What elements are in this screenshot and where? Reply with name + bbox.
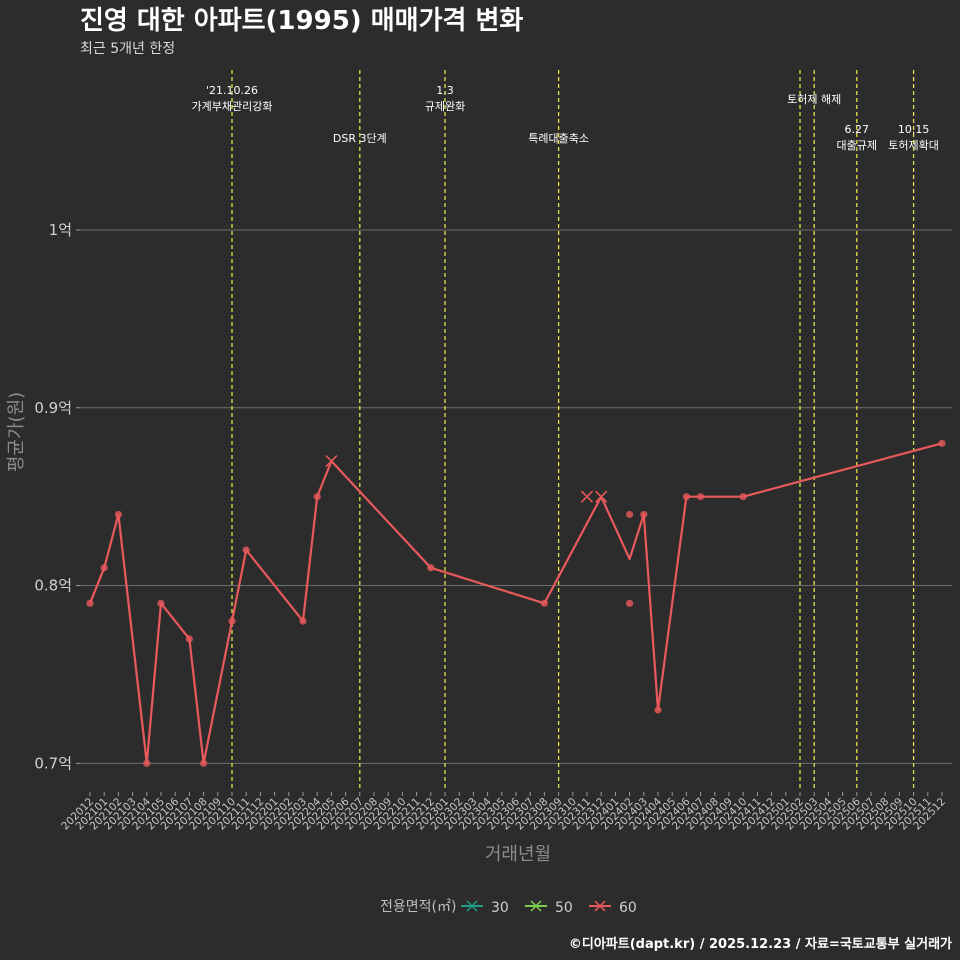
legend-item: 30: [461, 900, 509, 916]
data-point: [626, 510, 634, 519]
y-tick-label: 0.8억: [34, 577, 72, 595]
y-axis-ticks: 0.7억 0.8억 0.9억 1억: [34, 221, 80, 772]
data-point-cross: [580, 490, 594, 503]
event-label: 규제완화: [425, 100, 465, 113]
data-point: [682, 493, 691, 501]
legend-label: 30: [491, 900, 509, 916]
x-axis-title: 거래년월: [485, 844, 551, 865]
cross-stroke: [325, 455, 338, 468]
data-point: [185, 635, 193, 643]
event-label: 토허제확대: [888, 139, 939, 152]
series-line: [88, 442, 943, 765]
legend: 전용면적(㎡) 30 50 60: [380, 899, 637, 916]
data-point: [654, 706, 662, 714]
legend-label: 50: [555, 900, 573, 916]
event-label: 10.15: [898, 123, 930, 136]
legend-key-cross: [466, 900, 478, 912]
cross-stroke: [595, 490, 608, 503]
legend-item: 50: [525, 900, 573, 916]
data-point: [313, 493, 321, 501]
data-point: [200, 759, 208, 767]
y-gridlines: [80, 229, 952, 764]
data-point: [640, 510, 648, 519]
data-point: [739, 493, 747, 501]
data-point: [938, 439, 946, 447]
data-point: [697, 493, 705, 501]
legend-key-cross: [594, 900, 606, 912]
event-label: '21.10.26: [206, 84, 258, 97]
event-label: 대출규제: [837, 139, 877, 152]
data-point-cross: [595, 490, 608, 503]
event-label: 6.27: [845, 123, 870, 136]
legend-key-cross: [530, 900, 542, 912]
event-label: 토허제 해제: [787, 92, 841, 106]
data-point: [143, 759, 151, 767]
event-label: 가계부채관리강화: [192, 100, 273, 113]
data-point: [626, 599, 634, 607]
y-tick-label: 0.7억: [34, 754, 72, 772]
event-label: 1.3: [436, 84, 454, 97]
event-label: DSR 3단계: [333, 132, 387, 145]
y-tick-label: 1억: [49, 221, 72, 239]
data-point: [228, 617, 236, 625]
chart-caption: ©디아파트(dapt.kr) / 2025.12.23 / 자료=국토교통부 실…: [569, 936, 952, 952]
x-axis-ticks: 2020122021012021022021032021042021052021…: [59, 792, 948, 832]
data-point: [86, 599, 94, 607]
y-tick-label: 0.9억: [34, 399, 72, 417]
data-point: [100, 564, 108, 572]
data-point: [242, 546, 250, 554]
legend-title: 전용면적(㎡): [380, 899, 456, 915]
data-point: [427, 564, 435, 572]
legend-item: 60: [589, 900, 637, 916]
legend-label: 60: [619, 900, 637, 916]
y-axis-title: 평균가(원): [6, 392, 27, 472]
data-point-cross: [325, 455, 338, 468]
event-label: 특례대출축소: [528, 132, 589, 145]
cross-stroke: [580, 490, 594, 503]
data-point: [157, 599, 165, 607]
data-point: [114, 510, 122, 519]
data-point: [540, 599, 549, 607]
chart-title: 진영 대한 아파트(1995) 매매가격 변화: [80, 6, 523, 36]
series-60: [86, 439, 946, 767]
chart-subtitle: 최근 5개년 한정: [80, 41, 175, 57]
data-point: [299, 617, 307, 625]
